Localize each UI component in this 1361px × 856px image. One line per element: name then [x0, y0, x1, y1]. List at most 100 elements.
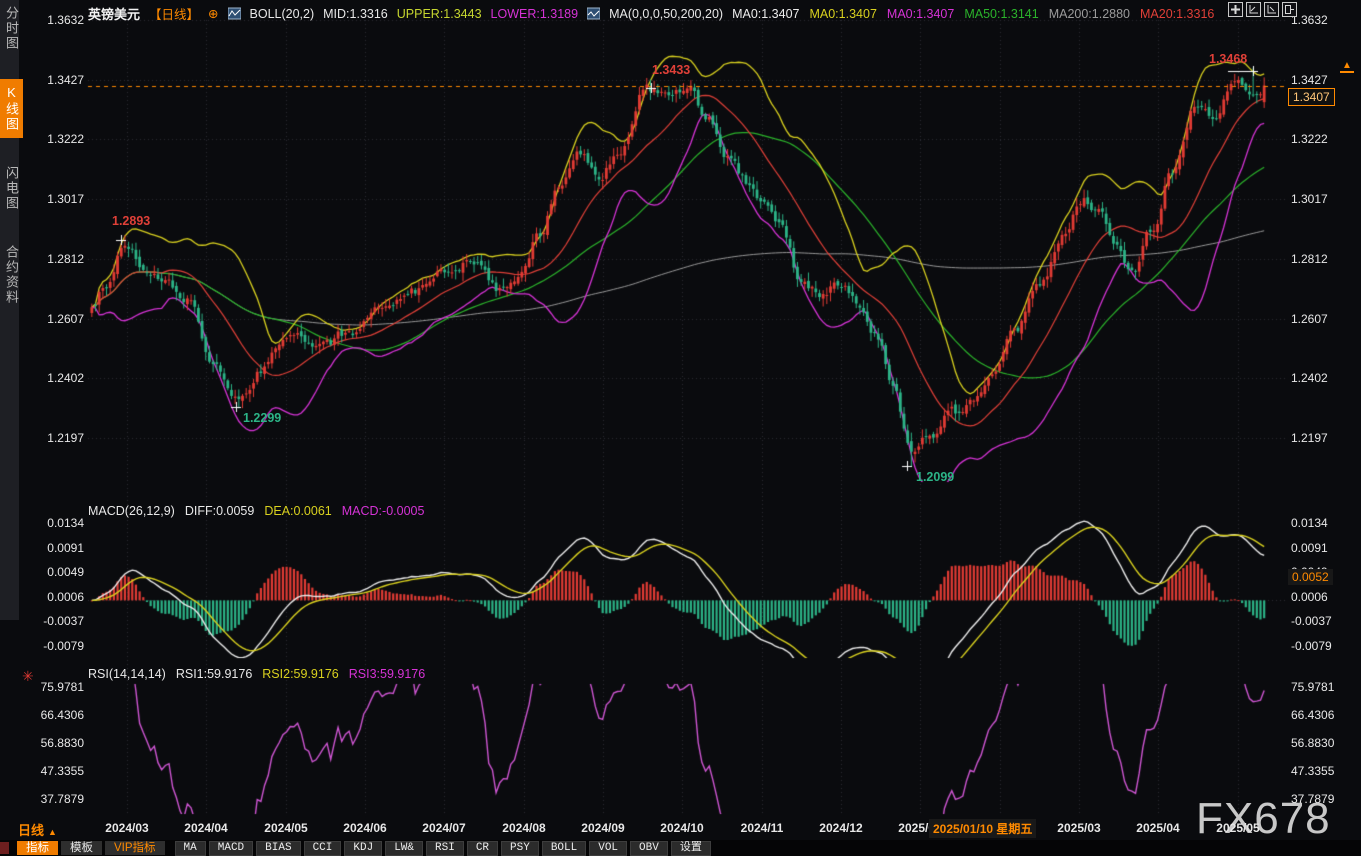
date-label: 2024/08 [502, 821, 546, 835]
date-label: 2024/06 [343, 821, 387, 835]
indicator-button-bias[interactable]: BIAS [256, 840, 301, 856]
axis-tick: 1.3632 [47, 13, 84, 27]
sidebar-item-nav2[interactable]: 闪电图 [4, 166, 19, 211]
axis-tick: 0.0134 [47, 516, 84, 530]
price-annotation: 1.3468 [1209, 52, 1248, 66]
date-label: 2024/09 [581, 821, 625, 835]
indicator-toolbar: 指标 模板 VIP指标 MA MACD BIAS CCI KDJ LW& RSI CR PSY BOLL… [0, 840, 1361, 856]
axis-tick: 66.4306 [1291, 708, 1335, 722]
price-annotation: 1.2893 [112, 214, 151, 228]
axis-tick: 0.0134 [1291, 516, 1328, 530]
toolbar-tab-1[interactable]: 模板 [61, 841, 102, 855]
toolbar-corner-mark [0, 842, 9, 854]
indicator-button-lw[interactable]: LW& [385, 840, 423, 856]
axis-tick: 47.3355 [1291, 764, 1335, 778]
date-label: 2024/10 [660, 821, 704, 835]
axis-tick: -0.0079 [43, 639, 84, 653]
ma-values: MA0:1.3407 MA0:1.3407 MA0:1.3407 MA50:1.314… [732, 7, 1214, 21]
axis-tick: -0.0037 [1291, 614, 1332, 629]
axis-tick: 1.3017 [47, 192, 84, 207]
toolbar-tab-2[interactable]: VIP指标 [105, 841, 165, 855]
axis-tick: 1.2197 [47, 430, 84, 445]
ma-indicator-icon[interactable] [587, 7, 601, 20]
axis-tick: 1.2607 [47, 311, 84, 326]
indicator-button-macd[interactable]: MACD [208, 840, 254, 856]
axis-tick: 0.0006 [47, 589, 84, 604]
ma-value-1: MA0:1.3407 [809, 6, 877, 21]
ma-value-4: MA200:1.2880 [1048, 6, 1130, 21]
date-label: 2025/04 [1136, 821, 1180, 835]
boll-indicator-icon[interactable] [227, 7, 241, 20]
price-annotation: 1.3433 [652, 63, 691, 77]
macd-dea: DEA:0.0061 [264, 504, 332, 518]
ma-value-0: MA0:1.3407 [732, 6, 800, 21]
last-price-badge: 1.3407 [1288, 88, 1335, 106]
axis-tick: 66.4306 [40, 708, 84, 722]
ma-label: MA(0,0,0,50,200,20) [609, 6, 724, 21]
indicator-button-rsi[interactable]: RSI [426, 840, 464, 856]
macd-title: MACD(26,12,9) [88, 504, 175, 518]
date-label: 2025/03 [1057, 821, 1101, 835]
crosshair-date-badge: 2025/01/10 星期五 [929, 819, 1037, 838]
left-sidebar: 分时图 K线图闪电图合约资料 [0, 0, 23, 620]
jump-to-latest-icon[interactable]: ▲ [1340, 61, 1354, 73]
date-label: 2024/11 [740, 821, 784, 835]
axis-tick: 0.0091 [47, 540, 84, 555]
symbol-name: 英镑美元 [88, 7, 141, 22]
indicator-button-cr[interactable]: CR [466, 840, 499, 856]
axis-tick: 0.0006 [1291, 589, 1328, 604]
date-label: 2024/05 [264, 821, 308, 835]
axis-tick: 47.3355 [40, 764, 84, 778]
ma-value-2: MA0:1.3407 [886, 6, 955, 21]
axis-tick: 1.2607 [1291, 311, 1328, 326]
dock-panel-icon[interactable] [1282, 2, 1297, 17]
main-chart-header: 英镑美元 【日线】 ⊕ BOLL(20,2) MID:1.3316 UPPER:… [88, 4, 1214, 23]
indicator-button-vol[interactable]: VOL [589, 840, 628, 856]
axis-tick: 1.2402 [47, 371, 84, 386]
axis-tick: 75.9781 [40, 680, 84, 694]
axis-tick: 1.3222 [1291, 132, 1328, 147]
axis-tick: 1.3017 [1291, 192, 1328, 207]
indicator-button-cci[interactable]: CCI [303, 840, 342, 856]
macd-value-badge: 0.0052 [1288, 569, 1333, 585]
ma-value-3: MA50:1.3141 [964, 6, 1039, 21]
date-label: 2025/05 [1216, 821, 1260, 835]
axis-tick: 56.8830 [1291, 736, 1335, 750]
sidebar-item-nav3[interactable]: 合约资料 [4, 245, 19, 305]
indicator-button-obv[interactable]: OBV [630, 840, 668, 856]
macd-macd: MACD:-0.0005 [341, 504, 425, 518]
sidebar-item-kline[interactable]: K线图 [0, 79, 23, 138]
period-tab-label: 日线 [18, 823, 45, 838]
sidebar-item-nav0[interactable]: 分时图 [4, 6, 19, 51]
indicator-button-kdj[interactable]: KDJ [344, 840, 383, 856]
price-annotation: 1.2099 [916, 470, 955, 484]
boll-label: BOLL(20,2) [249, 6, 315, 21]
date-label: 2024/07 [422, 821, 466, 835]
period-label: 【日线】 [149, 8, 200, 22]
axis-tick: -0.0079 [1291, 639, 1332, 653]
axis-tick: 1.3222 [47, 132, 84, 147]
axis-tick: 1.3427 [1291, 72, 1328, 87]
indicator-button-ma[interactable]: MA [174, 840, 206, 856]
rsi-title: RSI(14,14,14) [88, 667, 166, 681]
axis-tick: 0.0091 [1291, 540, 1328, 555]
add-indicator-icon[interactable]: ⊕ [208, 7, 219, 21]
chart-toolbox [1228, 2, 1297, 17]
date-label: 2024/03 [105, 821, 149, 835]
indicator-button-boll[interactable]: BOLL [541, 840, 587, 856]
alert-star-icon[interactable]: ✳ [22, 668, 34, 684]
indicator-button-psy[interactable]: PSY [501, 840, 539, 856]
scale-left-axis-icon[interactable] [1246, 2, 1261, 17]
rsi3-value: RSI3:59.9176 [348, 667, 426, 681]
macd-header: MACD(26,12,9) DIFF:0.0059 DEA:0.0061 MAC… [88, 504, 424, 518]
rsi2-value: RSI2:59.9176 [262, 667, 339, 681]
indicator-button-[interactable]: 设置 [670, 840, 711, 856]
axis-tick: -0.0037 [43, 614, 84, 629]
axis-tick: 1.2812 [47, 251, 84, 266]
pan-mode-icon[interactable] [1228, 2, 1243, 17]
toolbar-tab-0[interactable]: 指标 [17, 841, 58, 855]
watermark: FX678 [1196, 794, 1331, 843]
date-label: 2024/04 [184, 821, 228, 835]
scale-right-axis-icon[interactable] [1264, 2, 1279, 17]
